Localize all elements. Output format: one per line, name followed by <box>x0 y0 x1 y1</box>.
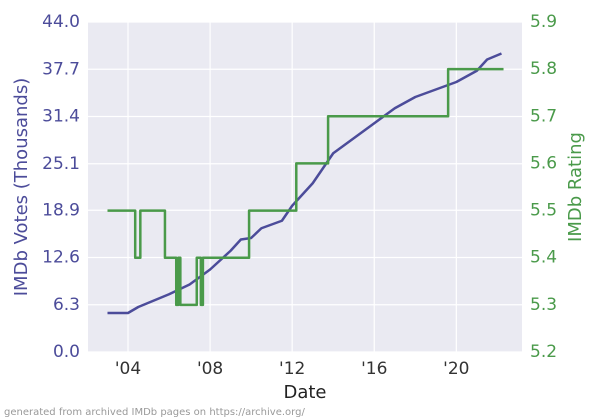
y2-tick-label: 5.8 <box>530 59 557 79</box>
y-tick-label: 31.4 <box>42 107 80 127</box>
y-tick-label: 12.6 <box>42 248 80 268</box>
y2-tick-label: 5.2 <box>530 342 557 362</box>
y-axis-label: IMDb Votes (Thousands) <box>11 78 32 297</box>
y2-tick-label: 5.4 <box>530 248 557 268</box>
x-tick-label: '16 <box>361 359 387 379</box>
data-line <box>107 52 502 315</box>
x-axis-label: Date <box>283 382 326 403</box>
y2-tick-label: 5.5 <box>530 201 557 221</box>
data-line <box>107 67 504 307</box>
y2-tick-label: 5.7 <box>530 106 557 126</box>
y-tick-label: 37.7 <box>42 59 80 79</box>
y-tick-label: 44.0 <box>42 12 80 32</box>
y2-tick-label: 5.9 <box>530 12 557 32</box>
footnote: generated from archived IMDb pages on ht… <box>4 407 305 418</box>
y-tick-label: 18.9 <box>42 200 80 220</box>
y2-tick-label: 5.6 <box>530 153 557 173</box>
y-tick-label: 0.0 <box>53 342 80 362</box>
x-tick-label: '20 <box>443 359 469 379</box>
x-tick-label: '12 <box>279 359 305 379</box>
y2-axis-label: IMDb Rating <box>565 132 586 242</box>
y-tick-label: 6.3 <box>53 295 80 315</box>
x-tick-label: '08 <box>197 359 223 379</box>
y-tick-label: 25.1 <box>42 154 80 174</box>
x-tick-label: '04 <box>115 359 141 379</box>
y2-tick-label: 5.3 <box>530 295 557 315</box>
